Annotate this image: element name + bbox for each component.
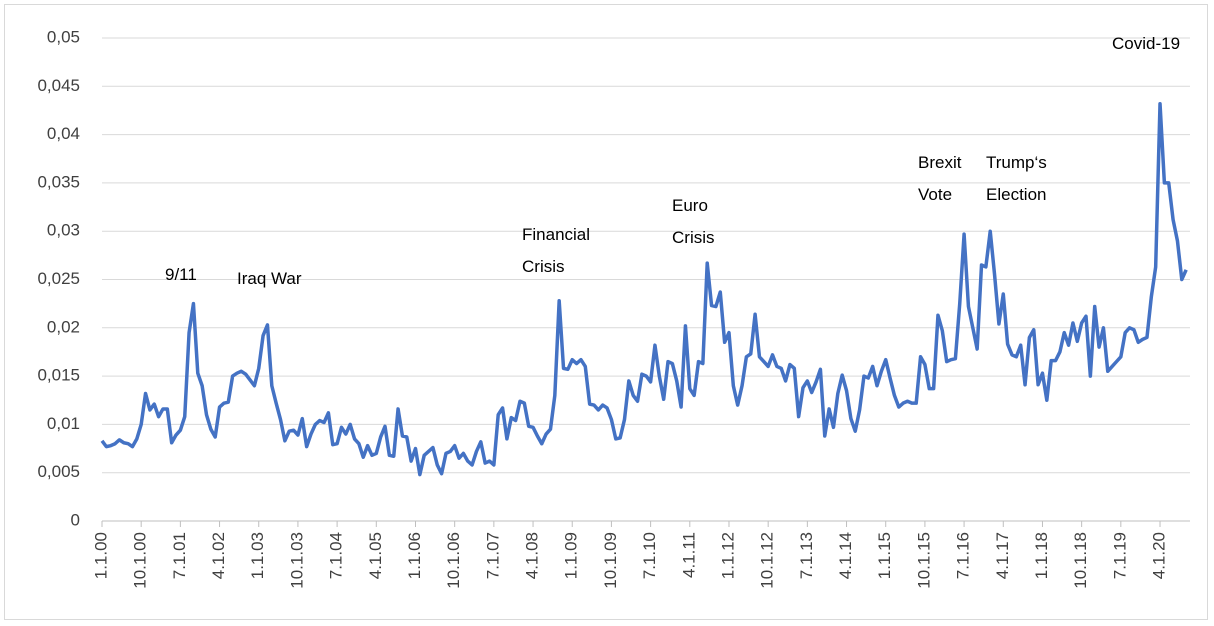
x-tick-label: 1.1.18 xyxy=(1032,532,1051,579)
x-tick-label: 10.1.09 xyxy=(601,532,620,589)
x-tick-label: 4.1.14 xyxy=(836,532,855,579)
x-tick-label: 4.1.02 xyxy=(209,532,228,579)
data-line xyxy=(100,101,1188,477)
y-tick-label: 0,015 xyxy=(37,366,80,385)
y-tick-label: 0,03 xyxy=(47,221,80,240)
x-tick-label: 7.1.04 xyxy=(327,532,346,579)
x-tick-label: 7.1.07 xyxy=(483,532,502,579)
annotation: 9/11 xyxy=(165,265,197,284)
annotation: Crisis xyxy=(672,228,715,247)
annotation: Election xyxy=(986,185,1046,204)
x-tick-label: 7.1.01 xyxy=(170,532,189,579)
y-tick-label: 0,04 xyxy=(47,124,80,143)
x-tick-label: 7.1.13 xyxy=(797,532,816,579)
x-tick-label: 10.1.03 xyxy=(287,532,306,589)
y-tick-label: 0,005 xyxy=(37,462,80,481)
x-tick-label: 1.1.00 xyxy=(91,532,110,579)
annotation: Covid-19 xyxy=(1112,34,1180,53)
y-tick-label: 0,025 xyxy=(37,269,80,288)
x-tick-label: 4.1.11 xyxy=(679,532,698,578)
x-tick-label: 10.1.06 xyxy=(444,532,463,589)
x-tick-label: 7.1.10 xyxy=(640,532,659,579)
x-tick-label: 4.1.20 xyxy=(1150,532,1169,579)
x-tick-label: 7.1.19 xyxy=(1110,532,1129,579)
x-tick-label: 4.1.08 xyxy=(523,532,542,579)
x-tick-label: 4.1.17 xyxy=(993,532,1012,579)
annotation: Brexit xyxy=(918,153,962,172)
y-tick-label: 0 xyxy=(71,510,80,529)
y-tick-label: 0,01 xyxy=(47,414,80,433)
x-tick-label: 7.1.16 xyxy=(954,532,973,579)
x-tick-label: 4.1.05 xyxy=(366,532,385,579)
y-tick-label: 0,035 xyxy=(37,172,80,191)
y-tick-label: 0,045 xyxy=(37,76,80,95)
annotation: Vote xyxy=(918,185,952,204)
y-tick-label: 0,05 xyxy=(47,27,80,46)
x-tick-label: 10.1.15 xyxy=(914,532,933,589)
annotation: Crisis xyxy=(522,257,565,276)
annotation: Financial xyxy=(522,225,590,244)
y-tick-label: 0,02 xyxy=(47,317,80,336)
x-tick-label: 10.1.18 xyxy=(1071,532,1090,589)
annotation: Iraq War xyxy=(237,269,302,288)
x-tick-label: 1.1.15 xyxy=(875,532,894,579)
x-tick-label: 1.1.12 xyxy=(718,532,737,579)
x-tick-label: 1.1.09 xyxy=(562,532,581,579)
chart-frame xyxy=(4,4,1208,620)
annotation: Trump‘s xyxy=(986,153,1047,172)
x-tick-label: 10.1.00 xyxy=(131,532,150,589)
annotation: Euro xyxy=(672,196,708,215)
x-tick-label: 10.1.12 xyxy=(758,532,777,589)
x-tick-label: 1.1.06 xyxy=(405,532,424,579)
x-tick-label: 1.1.03 xyxy=(248,532,267,579)
